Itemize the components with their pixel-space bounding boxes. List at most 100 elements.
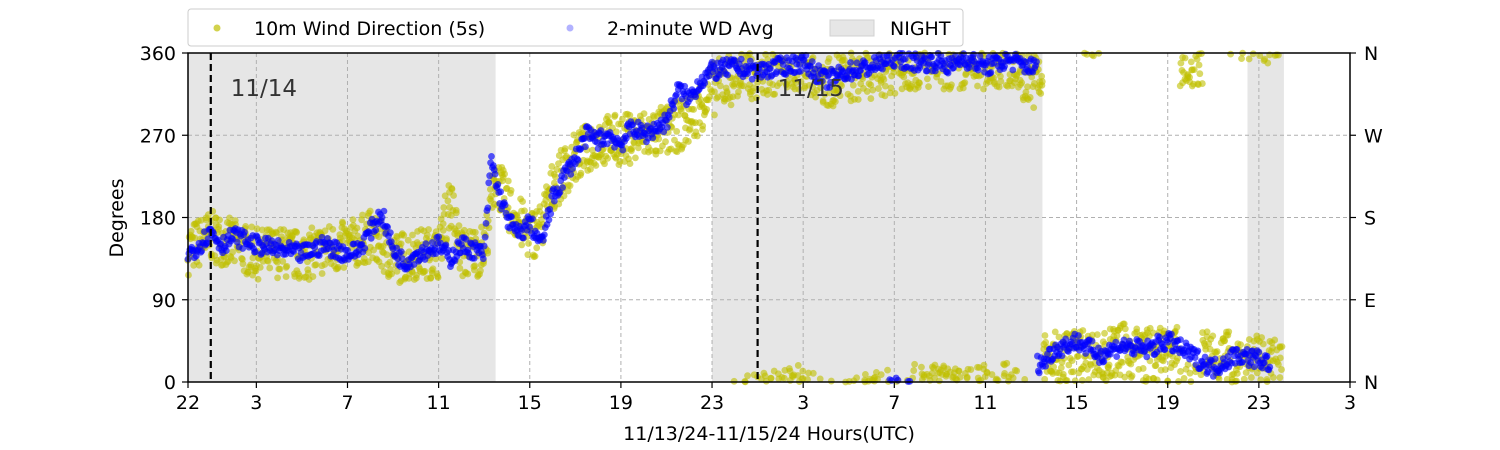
wind-5s-point xyxy=(1196,70,1204,78)
wind-5s-point xyxy=(915,79,923,86)
wind-5s-point xyxy=(1193,55,1201,63)
wind-5s-point xyxy=(955,367,963,375)
wind-2min-avg-point xyxy=(1058,352,1066,360)
wind-5s-point xyxy=(254,275,262,283)
wind-2min-avg-point xyxy=(1035,369,1043,377)
wind-5s-point xyxy=(1271,336,1279,344)
legend: 10m Wind Direction (5s) 2-minute WD Avg … xyxy=(187,8,964,47)
wind-5s-point xyxy=(248,223,256,231)
wind-5s-point xyxy=(967,366,975,373)
legend-label-wind-5s: 10m Wind Direction (5s) xyxy=(254,18,485,40)
wind-2min-avg-point xyxy=(847,59,854,66)
wind-2min-avg-point xyxy=(1177,336,1184,344)
wind-5s-point xyxy=(375,233,383,241)
wind-2min-avg-point xyxy=(1062,335,1070,343)
wind-5s-point xyxy=(187,227,195,235)
wind-5s-point xyxy=(947,83,955,91)
wind-5s-point xyxy=(925,83,932,91)
wind-5s-point xyxy=(359,211,366,219)
wind-5s-point xyxy=(340,264,348,271)
wind-2min-avg-point xyxy=(1112,338,1120,346)
wind-5s-point xyxy=(1051,328,1059,336)
wind-5s-point xyxy=(780,374,788,382)
wind-2min-avg-point xyxy=(442,241,450,249)
wind-2min-avg-point xyxy=(1156,333,1163,341)
wind-5s-point xyxy=(877,371,885,379)
wind-2min-avg-point xyxy=(976,52,984,60)
wind-5s-point xyxy=(825,55,833,62)
wind-2min-avg-point xyxy=(1001,62,1008,70)
wind-5s-point xyxy=(849,81,857,89)
wind-2min-avg-point xyxy=(526,223,534,231)
wind-5s-point xyxy=(443,235,450,243)
wind-5s-point xyxy=(891,89,899,97)
legend-marker-2min-avg xyxy=(566,24,574,32)
wind-5s-point xyxy=(388,270,396,278)
wind-5s-point xyxy=(827,377,835,385)
wind-5s-point xyxy=(448,185,456,193)
wind-5s-point xyxy=(329,225,337,233)
wind-5s-point xyxy=(507,186,515,194)
wind-5s-point xyxy=(258,226,266,234)
wind-5s-point xyxy=(1233,377,1240,385)
wind-5s-point xyxy=(464,270,472,278)
wind-5s-point xyxy=(1013,367,1021,375)
wind-5s-point xyxy=(626,160,634,167)
wind-5s-point xyxy=(908,81,915,88)
wind-5s-point xyxy=(881,82,889,90)
wind-5s-point xyxy=(881,92,889,100)
wind-5s-point xyxy=(1101,329,1108,337)
wind-2min-avg-point xyxy=(361,244,369,252)
wind-2min-avg-point xyxy=(1033,58,1040,66)
right-y-tick-label: N xyxy=(1364,372,1378,394)
wind-5s-point xyxy=(312,261,320,269)
wind-2min-avg-point xyxy=(486,172,494,180)
wind-2min-avg-point xyxy=(1250,363,1258,371)
right-y-tick-label: E xyxy=(1364,290,1376,312)
wind-2min-avg-point xyxy=(545,216,553,224)
wind-5s-point xyxy=(1119,358,1126,366)
wind-2min-avg-point xyxy=(1194,347,1202,355)
wind-2min-avg-point xyxy=(484,204,492,212)
wind-2min-avg-point xyxy=(937,52,945,60)
wind-2min-avg-point xyxy=(1120,336,1128,344)
wind-5s-point xyxy=(884,366,891,374)
wind-5s-point xyxy=(836,92,844,100)
wind-5s-point xyxy=(191,234,199,242)
wind-5s-point xyxy=(619,115,626,123)
wind-5s-point xyxy=(524,251,532,259)
wind-2min-avg-point xyxy=(923,67,931,75)
wind-5s-point xyxy=(863,88,871,95)
wind-5s-point xyxy=(321,227,329,235)
wind-5s-point xyxy=(974,82,981,90)
wind-5s-point xyxy=(587,165,594,173)
wind-5s-point xyxy=(765,86,773,94)
wind-2min-avg-point xyxy=(987,69,995,76)
wind-2min-avg-point xyxy=(422,240,430,248)
wind-2min-avg-point xyxy=(796,61,803,69)
wind-5s-point xyxy=(1203,328,1211,336)
wind-5s-point xyxy=(1003,359,1011,367)
wind-5s-point xyxy=(1264,59,1272,67)
wind-2min-avg-point xyxy=(855,72,863,80)
wind-5s-point xyxy=(1225,328,1233,336)
wind-2min-avg-point xyxy=(629,121,637,129)
wind-5s-point xyxy=(1177,59,1185,67)
wind-5s-point xyxy=(1198,80,1206,87)
wind-5s-point xyxy=(799,367,807,375)
wind-5s-point xyxy=(673,128,681,135)
wind-2min-avg-point xyxy=(681,82,689,90)
wind-5s-point xyxy=(366,207,374,215)
wind-2min-avg-point xyxy=(673,91,680,99)
wind-2min-avg-point xyxy=(944,69,952,77)
x-tick-label: 15 xyxy=(518,392,542,414)
day-label: 11/14 xyxy=(231,76,297,102)
tick-layer: 22 3 7 11 15 19 23 3 7 11 15 19 23 3 0 N 90 E 180 S 270 W 360 N xyxy=(140,43,1383,414)
wind-5s-point xyxy=(521,207,528,215)
wind-2min-avg-point xyxy=(367,234,375,242)
wind-5s-point xyxy=(276,265,284,273)
wind-5s-point xyxy=(513,211,521,219)
wind-5s-point xyxy=(900,73,908,81)
wind-2min-avg-point xyxy=(1088,337,1096,345)
wind-5s-point xyxy=(421,267,429,275)
